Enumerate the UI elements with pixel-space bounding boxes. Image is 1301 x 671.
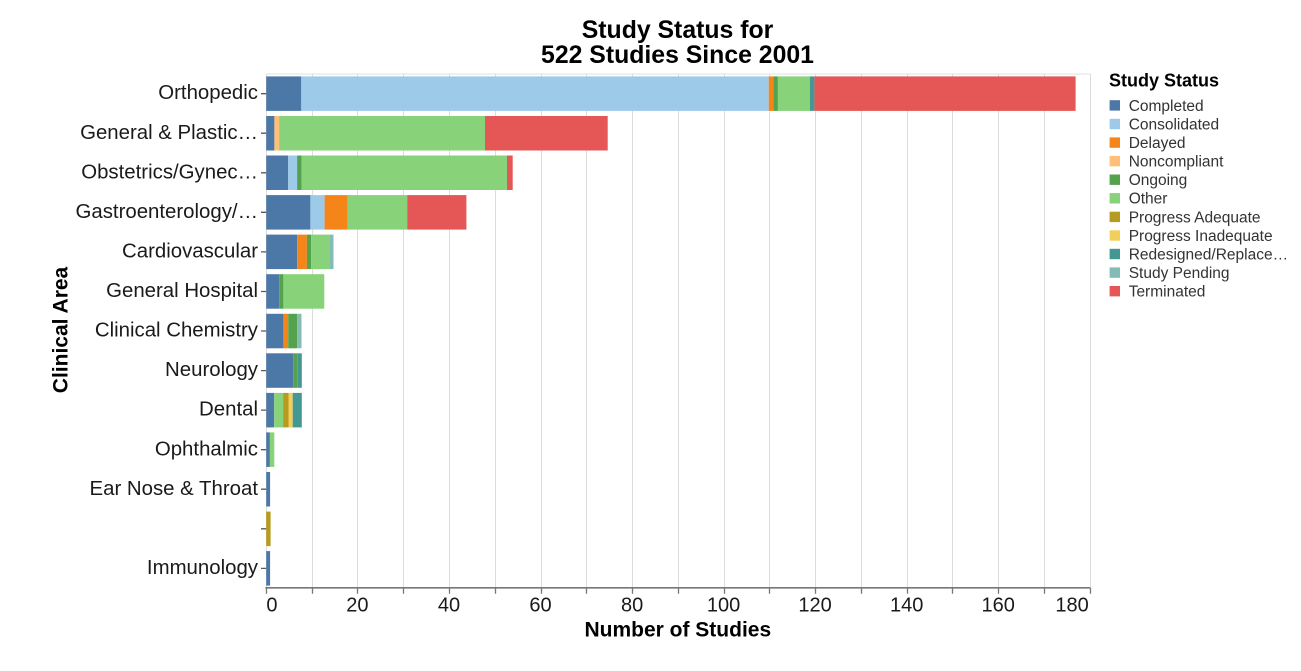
svg-text:General Hospital: General Hospital [106,280,258,302]
svg-text:Ongoing: Ongoing [1129,172,1188,189]
svg-text:Ophthalmic: Ophthalmic [155,438,258,460]
svg-text:Cardiovascular: Cardiovascular [122,241,258,263]
svg-text:Study Status for: Study Status for [582,17,774,44]
svg-text:Terminated: Terminated [1129,284,1206,301]
svg-text:180: 180 [1055,595,1088,617]
svg-text:Study Status: Study Status [1109,71,1219,91]
svg-text:Completed: Completed [1129,98,1204,115]
svg-text:Number of Studies: Number of Studies [584,619,771,642]
svg-text:Clinical Chemistry: Clinical Chemistry [95,320,259,342]
svg-text:Study Pending: Study Pending [1129,265,1230,282]
svg-text:160: 160 [982,595,1015,617]
svg-text:Neurology: Neurology [165,359,259,381]
svg-text:Other: Other [1129,191,1168,208]
svg-text:0: 0 [266,595,277,617]
svg-text:Gastroenterology/…: Gastroenterology/… [76,201,258,223]
svg-text:Ear Nose & Throat: Ear Nose & Throat [90,478,259,500]
svg-text:20: 20 [346,595,368,617]
svg-text:Dental: Dental [199,399,258,421]
svg-text:100: 100 [707,595,740,617]
svg-text:Immunology: Immunology [147,557,259,579]
svg-text:Obstetrics/Gynec…: Obstetrics/Gynec… [81,161,258,183]
svg-text:140: 140 [890,595,923,617]
svg-text:60: 60 [529,595,551,617]
svg-text:120: 120 [798,595,831,617]
svg-text:Progress Adequate: Progress Adequate [1129,209,1261,226]
svg-text:General & Plastic…: General & Plastic… [80,122,258,144]
svg-text:Noncompliant: Noncompliant [1129,154,1224,171]
svg-text:80: 80 [621,595,643,617]
svg-text:Orthopedic: Orthopedic [158,82,258,104]
svg-text:Delayed: Delayed [1129,135,1186,152]
svg-text:40: 40 [438,595,460,617]
svg-text:Redesigned/Replace…: Redesigned/Replace… [1129,246,1288,263]
svg-text:Clinical Area: Clinical Area [50,266,73,393]
svg-text:Consolidated: Consolidated [1129,116,1219,133]
svg-text:Progress Inadequate: Progress Inadequate [1129,228,1273,245]
svg-text:522 Studies Since 2001: 522 Studies Since 2001 [541,42,814,69]
